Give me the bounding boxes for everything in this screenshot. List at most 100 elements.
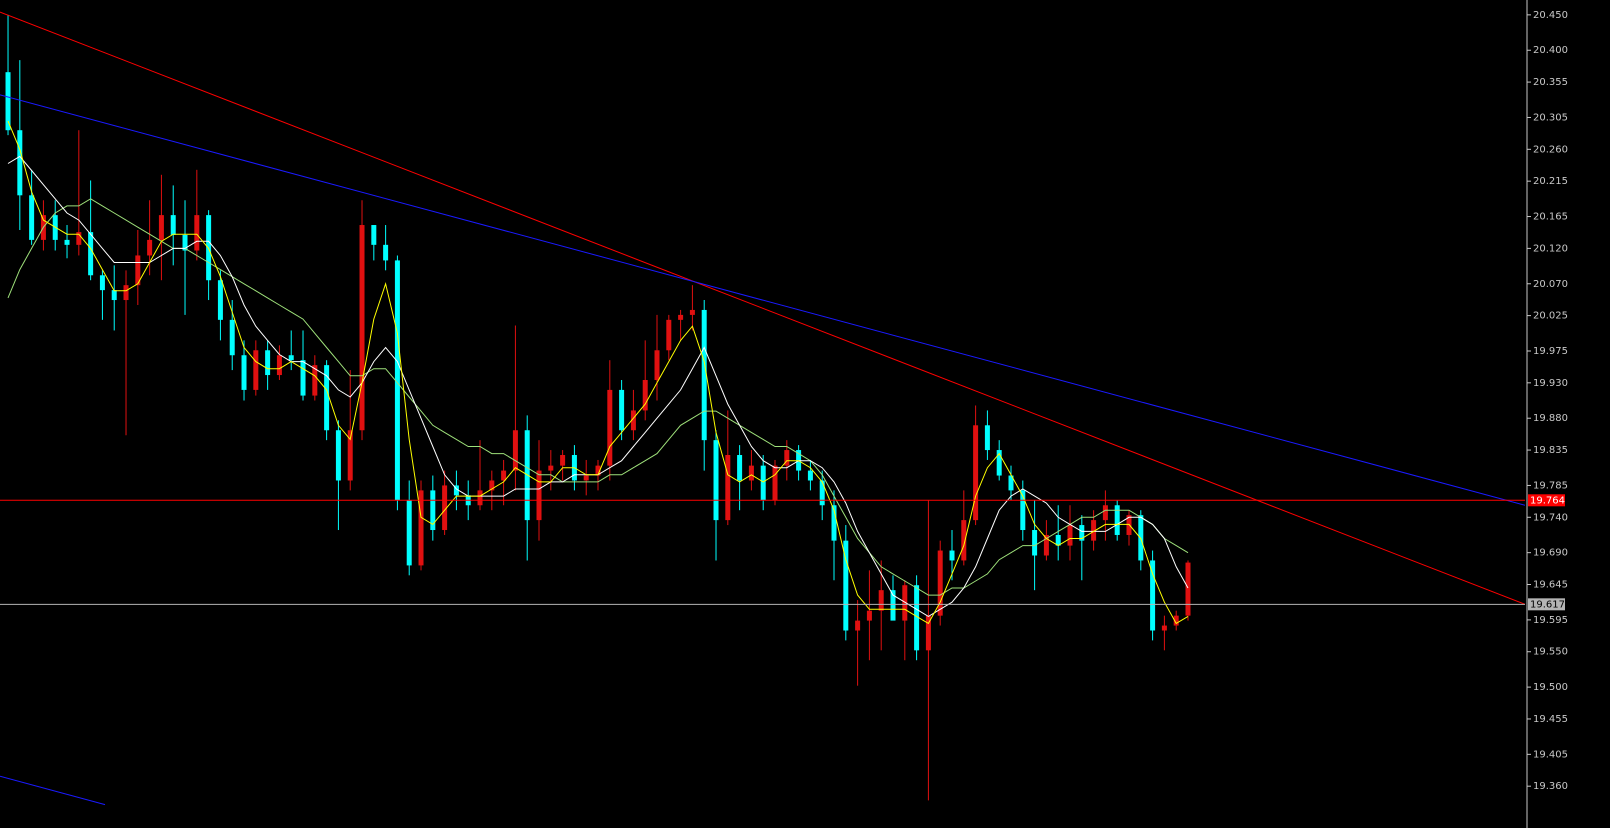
- candle-body: [64, 239, 70, 245]
- candle-body: [678, 314, 684, 320]
- candle-body: [217, 280, 223, 320]
- candle-body: [855, 620, 861, 631]
- y-tick-label: 20.260: [1533, 144, 1568, 155]
- candle-body: [88, 232, 94, 276]
- price-level-label: 19.764: [1530, 495, 1565, 506]
- y-tick-label: 19.835: [1533, 445, 1568, 456]
- candle-body: [430, 490, 436, 531]
- candle-body: [737, 455, 743, 481]
- candle-body: [1161, 625, 1167, 631]
- candle-body: [784, 450, 790, 466]
- y-tick-label: 19.975: [1533, 346, 1568, 357]
- candle-body: [713, 440, 719, 521]
- candle-body: [949, 550, 955, 561]
- candle-body: [1173, 615, 1179, 626]
- y-tick-label: 19.595: [1533, 615, 1568, 626]
- candle-body: [442, 485, 448, 531]
- y-tick-label: 20.450: [1533, 10, 1568, 21]
- candle-body: [1185, 562, 1191, 616]
- y-tick-label: 20.070: [1533, 279, 1568, 290]
- y-tick-label: 19.785: [1533, 480, 1568, 491]
- candle-body: [866, 610, 872, 621]
- y-tick-label: 20.165: [1533, 212, 1568, 223]
- y-tick-label: 19.880: [1533, 413, 1568, 424]
- y-tick-label: 20.025: [1533, 311, 1568, 322]
- candle-body: [394, 260, 400, 501]
- y-tick-label: 19.930: [1533, 378, 1568, 389]
- price-level-label: 19.617: [1530, 599, 1565, 610]
- candle-body: [642, 380, 648, 411]
- y-tick-label: 20.305: [1533, 112, 1568, 123]
- candle-body: [123, 285, 129, 301]
- candle-body: [288, 355, 294, 361]
- candle-body: [1079, 525, 1085, 541]
- trend-line: [0, 94, 1526, 506]
- y-tick-label: 20.120: [1533, 243, 1568, 254]
- candle-body: [158, 215, 164, 240]
- y-tick-label: 20.400: [1533, 45, 1568, 56]
- candle-body: [1091, 520, 1097, 541]
- candle-body: [819, 480, 825, 506]
- y-tick-label: 19.550: [1533, 647, 1568, 658]
- trend-line: [0, 11, 1526, 605]
- candle-body: [194, 215, 200, 251]
- candle-body: [1114, 505, 1120, 535]
- candle-body: [630, 410, 636, 431]
- candle-body: [1043, 534, 1049, 556]
- candle-body: [548, 465, 554, 471]
- candle-body: [1032, 530, 1038, 556]
- y-tick-label: 20.355: [1533, 77, 1568, 88]
- candle-body: [607, 389, 613, 466]
- candle-body: [477, 490, 483, 506]
- candle-body: [135, 255, 141, 286]
- candle-body: [831, 505, 837, 541]
- candle-body: [359, 225, 365, 431]
- candle-body: [1150, 560, 1156, 631]
- candle-body: [619, 389, 625, 431]
- candle-body: [914, 585, 920, 651]
- candle-body: [265, 350, 271, 376]
- candle-body: [5, 72, 11, 131]
- candle-body: [701, 309, 707, 441]
- candle-body: [843, 540, 849, 631]
- candle-body: [501, 470, 507, 481]
- candle-body: [666, 319, 672, 351]
- candle-body: [902, 585, 908, 621]
- candle-body: [595, 465, 601, 476]
- candle-body: [29, 195, 35, 240]
- candle-body: [383, 244, 389, 261]
- candle-body: [890, 590, 896, 621]
- candle-body: [1020, 490, 1026, 531]
- candle-body: [489, 480, 495, 491]
- plot-area: [0, 11, 1526, 806]
- candle-body: [878, 590, 884, 611]
- candle-body: [973, 425, 979, 521]
- candle-body: [1102, 505, 1108, 521]
- y-tick-label: 19.405: [1533, 749, 1568, 760]
- candle-body: [99, 275, 105, 291]
- candle-body: [17, 130, 23, 196]
- candle-body: [583, 475, 589, 481]
- candle-body: [371, 225, 377, 245]
- candle-body: [76, 232, 82, 245]
- candle-body: [229, 319, 235, 356]
- candle-body: [347, 430, 353, 481]
- candle-body: [1055, 534, 1061, 546]
- candle-body: [453, 485, 459, 496]
- candle-body: [324, 365, 330, 431]
- candle-body: [654, 350, 660, 381]
- candle-body: [925, 615, 931, 651]
- candle-body: [748, 465, 754, 481]
- candle-body: [147, 239, 153, 256]
- candle-body: [536, 470, 542, 521]
- candle-body: [276, 355, 282, 376]
- candle-body: [725, 455, 731, 521]
- candle-body: [170, 215, 176, 235]
- candle-body: [1008, 475, 1014, 491]
- candle-body: [300, 360, 306, 396]
- candle-body: [418, 490, 424, 566]
- y-tick-label: 19.690: [1533, 548, 1568, 559]
- candle-body: [996, 450, 1002, 476]
